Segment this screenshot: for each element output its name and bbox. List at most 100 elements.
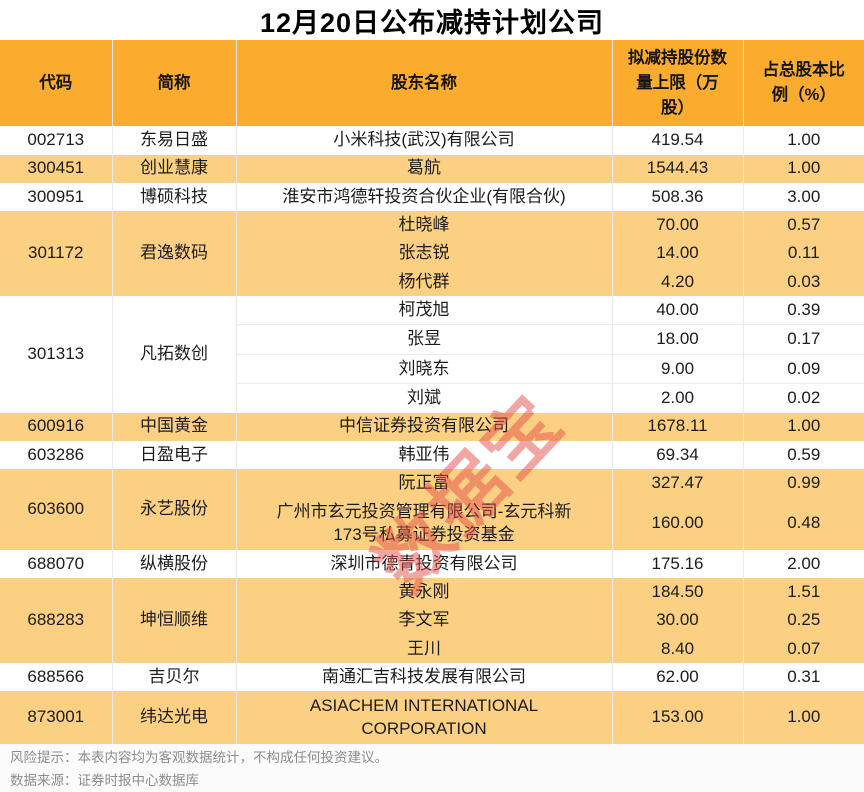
- holder-cell: ASIACHEM INTERNATIONAL CORPORATION: [235, 691, 612, 744]
- holder-cell: 刘斌: [235, 383, 612, 413]
- name-cell: 博硕科技: [111, 182, 236, 212]
- table-header: 代码 简称 股东名称 拟减持股份数量上限（万股） 占总股本比例（%）: [0, 40, 864, 127]
- table-row: 002713 东易日盛 小米科技(武汉)有限公司 419.54 1.00: [0, 126, 864, 155]
- holder-name: 柯茂旭: [398, 299, 450, 319]
- code-cell: 301172: [0, 211, 112, 297]
- holder-name: 王川: [407, 638, 441, 658]
- table-row: 广州市玄元投资管理有限公司-玄元科新173号私募证券投资基金 160.00 0.48: [0, 497, 864, 550]
- amount-cell: 184.50: [611, 578, 743, 607]
- name-cell: 纬达光电: [111, 691, 236, 744]
- holder-name: 葛航: [407, 158, 441, 178]
- holder-name: 黄永刚: [398, 581, 450, 601]
- pct-cell: 0.07: [742, 634, 864, 664]
- amount-cell: 175.16: [611, 549, 743, 579]
- holder-cell: 黄永刚: [235, 578, 612, 607]
- table-row: 603286 日盈电子 韩亚伟 69.34 0.59: [0, 440, 864, 470]
- amount-cell: 508.36: [611, 182, 743, 212]
- holder-cell: 王川: [235, 634, 612, 664]
- table-row: 300451 创业慧康 葛航 1544.43 1.00: [0, 154, 864, 183]
- pct-cell: 1.51: [742, 578, 864, 607]
- holder-cell: 韩亚伟: [235, 440, 612, 470]
- code-cell: 603286: [0, 440, 112, 470]
- column-header-name: 简称: [111, 40, 236, 127]
- holder-cell: 杜晓峰: [235, 211, 612, 240]
- holder-name: 中信证券投资有限公司: [339, 416, 509, 436]
- table-row: 688283 坤恒顺维 黄永刚 184.50 1.51: [0, 578, 864, 664]
- holder-name: 张志锐: [398, 243, 450, 263]
- holder-name: 广州市玄元投资管理有限公司-玄元科新173号私募证券投资基金: [276, 501, 572, 544]
- code-cell: 002713: [0, 126, 112, 155]
- pct-cell: 0.09: [742, 353, 864, 384]
- amount-cell: 327.47: [611, 469, 743, 498]
- holdings-table: 代码 简称 股东名称 拟减持股份数量上限（万股） 占总股本比例（%） 002713 东易日…: [0, 40, 864, 744]
- code-cell: 600916: [0, 412, 112, 441]
- code-cell: 300451: [0, 154, 112, 183]
- column-header-amount: 拟减持股份数量上限（万股）: [611, 40, 743, 127]
- table-row: 张昱 18.00 0.17: [0, 324, 864, 355]
- code-cell: 688283: [0, 578, 112, 664]
- holder-name: 小米科技(武汉)有限公司: [333, 129, 515, 149]
- amount-cell: 1678.11: [611, 412, 743, 441]
- amount-cell: 9.00: [611, 353, 743, 384]
- pct-cell: 0.17: [742, 324, 864, 355]
- table-row: 688566 吉贝尔 南通汇吉科技发展有限公司 62.00 0.31: [0, 663, 864, 692]
- table-row: 刘斌 2.00 0.02: [0, 383, 864, 413]
- table-row: 873001 纬达光电 ASIACHEM INTERNATIONAL CORPORA…: [0, 691, 864, 744]
- holder-name: 杜晓峰: [398, 214, 450, 234]
- holder-cell: 小米科技(武汉)有限公司: [235, 126, 612, 155]
- pct-cell: 0.39: [742, 296, 864, 325]
- pct-cell: 1.00: [742, 691, 864, 744]
- name-cell: 凡拓数创: [111, 296, 236, 413]
- holder-name: 李文军: [398, 610, 450, 630]
- table-header-row: 代码 简称 股东名称 拟减持股份数量上限（万股） 占总股本比例（%）: [0, 40, 864, 127]
- pct-cell: 1.00: [742, 126, 864, 155]
- holder-name: 阮正富: [398, 472, 450, 492]
- code-cell: 688566: [0, 663, 112, 692]
- code-cell: 688070: [0, 549, 112, 579]
- holder-cell: 阮正富: [235, 469, 612, 498]
- table-row: 301172 君逸数码 杜晓峰 70.00 0.57: [0, 211, 864, 297]
- table-row: 王川 8.40 0.07: [0, 634, 864, 664]
- code-cell: 300951: [0, 182, 112, 212]
- holder-cell: 中信证券投资有限公司: [235, 412, 612, 441]
- column-header-label: 简称: [157, 73, 191, 92]
- amount-cell: 69.34: [611, 440, 743, 470]
- name-cell: 君逸数码: [111, 211, 236, 297]
- holder-cell: 葛航: [235, 154, 612, 183]
- amount-cell: 419.54: [611, 126, 743, 155]
- name-cell: 坤恒顺维: [111, 578, 236, 664]
- amount-cell: 8.40: [611, 634, 743, 664]
- holder-cell: 杨代群: [235, 267, 612, 297]
- table-row: 杨代群 4.20 0.03: [0, 267, 864, 297]
- pct-cell: 3.00: [742, 182, 864, 212]
- pct-cell: 0.11: [742, 239, 864, 268]
- holder-name: 刘斌: [407, 387, 441, 407]
- holder-name: 张昱: [407, 329, 441, 349]
- amount-cell: 62.00: [611, 663, 743, 692]
- pct-cell: 0.57: [742, 211, 864, 240]
- source-note: 数据来源：证券时报中心数据库: [10, 772, 199, 788]
- holder-cell: 南通汇吉科技发展有限公司: [235, 663, 612, 692]
- pct-cell: 0.99: [742, 469, 864, 498]
- amount-cell: 30.00: [611, 606, 743, 635]
- table-row: 李文军 30.00 0.25: [0, 606, 864, 635]
- holder-cell: 柯茂旭: [235, 296, 612, 325]
- risk-note: 风险提示：本表内容均为客观数据统计，不构成任何投资建议。: [10, 750, 388, 765]
- amount-cell: 14.00: [611, 239, 743, 268]
- name-cell: 东易日盛: [111, 126, 236, 155]
- holder-cell: 深圳市德青投资有限公司: [235, 549, 612, 579]
- column-header-label: 股东名称: [391, 73, 457, 92]
- pct-cell: 0.03: [742, 267, 864, 297]
- holder-cell: 刘晓东: [235, 353, 612, 384]
- amount-cell: 4.20: [611, 267, 743, 297]
- amount-cell: 40.00: [611, 296, 743, 325]
- footer: 风险提示：本表内容均为客观数据统计，不构成任何投资建议。 数据来源：证券时报中心…: [0, 744, 864, 792]
- column-header-label: 拟减持股份数量上限（万股）: [628, 49, 727, 117]
- name-cell: 永艺股份: [111, 469, 236, 550]
- column-header-label: 占总股本比例（%）: [762, 61, 846, 105]
- holder-name: 南通汇吉科技发展有限公司: [322, 666, 526, 686]
- table-row: 688070 纵横股份 深圳市德青投资有限公司 175.16 2.00: [0, 549, 864, 579]
- column-header-label: 代码: [39, 73, 73, 92]
- code-cell: 603600: [0, 469, 112, 550]
